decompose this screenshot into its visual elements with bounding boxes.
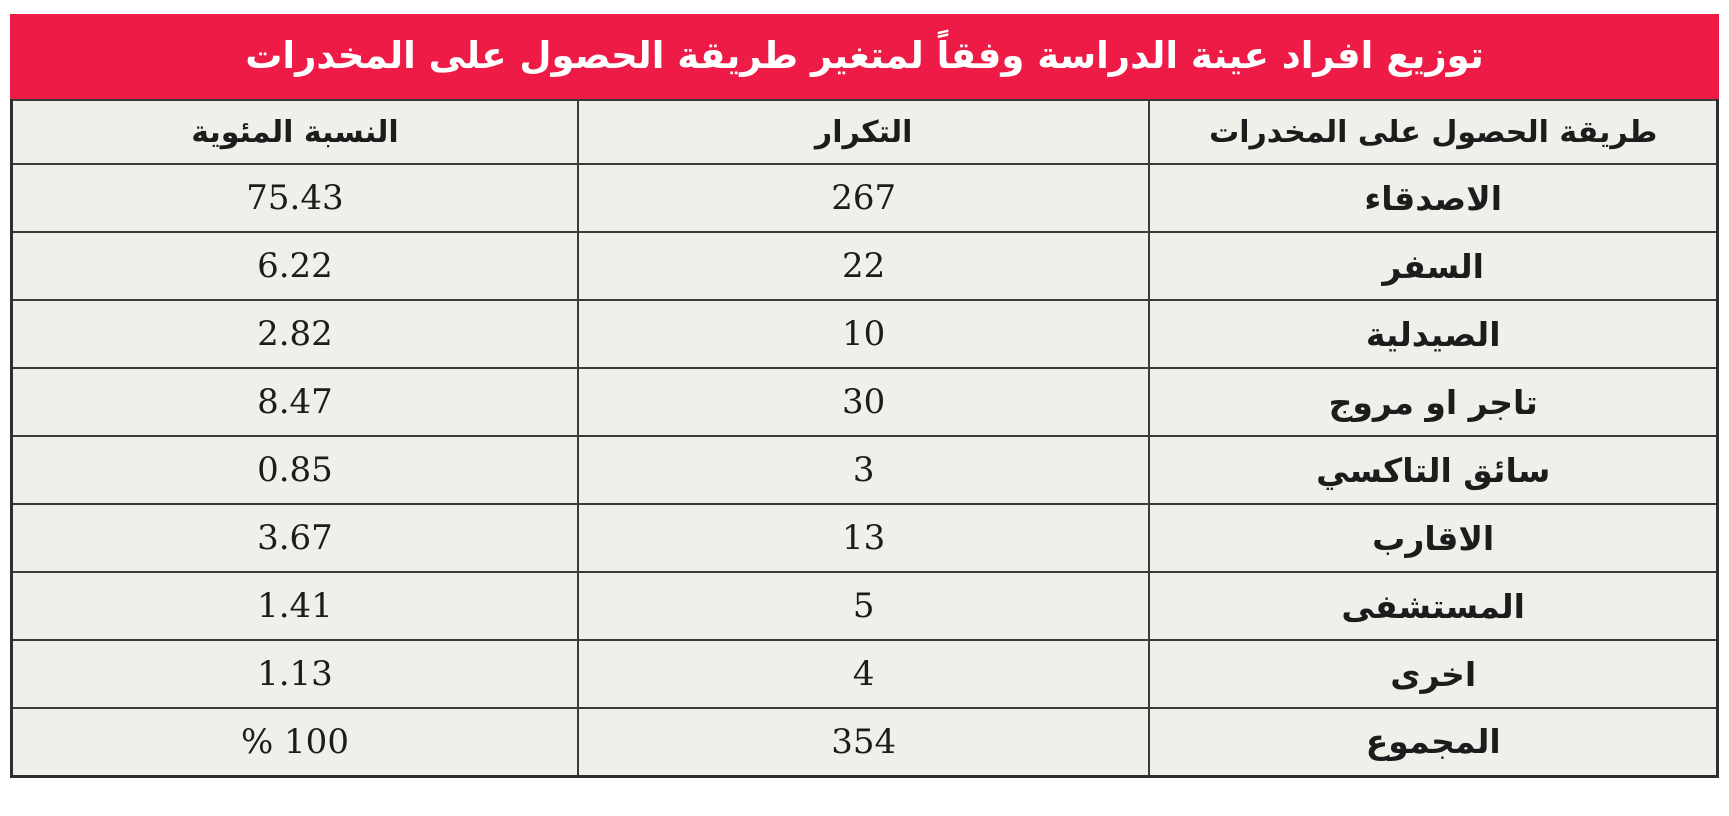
percentage-cell: 2.82 — [10, 299, 579, 369]
frequency-value: 13 — [842, 518, 886, 558]
table-row: تاجر او مروج 30 8.47 — [10, 367, 1719, 437]
table-row: السفر 22 6.22 — [10, 231, 1719, 301]
percentage-value: 8.47 — [257, 382, 333, 422]
method-cell: المجموع — [1148, 707, 1719, 777]
percentage-value: 1.41 — [257, 586, 333, 626]
table-title: توزيع افراد عينة الدراسة وفقاً لمتغير طر… — [245, 34, 1484, 78]
method-cell: سائق التاكسي — [1148, 435, 1719, 505]
percentage-column-header: النسبة المئوية — [10, 99, 579, 165]
method-cell: المستشفى — [1148, 571, 1719, 641]
distribution-table: طريقة الحصول على المخدرات التكرار النسبة… — [10, 99, 1719, 778]
table-row: الاصدقاء 267 75.43 — [10, 163, 1719, 233]
percentage-cell: 8.47 — [10, 367, 579, 437]
percentage-cell: % 100 — [10, 707, 579, 777]
method-cell: السفر — [1148, 231, 1719, 301]
table-row: الصيدلية 10 2.82 — [10, 299, 1719, 369]
percentage-cell: 6.22 — [10, 231, 579, 301]
percentage-cell: 75.43 — [10, 163, 579, 233]
method-cell: اخرى — [1148, 639, 1719, 709]
method-cell: تاجر او مروج — [1148, 367, 1719, 437]
frequency-value: 4 — [852, 654, 875, 694]
frequency-value: 267 — [831, 178, 897, 218]
frequency-value: 3 — [852, 450, 875, 490]
percentage-cell: 0.85 — [10, 435, 579, 505]
table-row: الاقارب 13 3.67 — [10, 503, 1719, 573]
percentage-value: 3.67 — [257, 518, 333, 558]
percentage-value: % 100 — [240, 721, 349, 762]
frequency-cell: 4 — [576, 639, 1151, 709]
percentage-cell: 3.67 — [10, 503, 579, 573]
method-column-header: طريقة الحصول على المخدرات — [1148, 99, 1719, 165]
percentage-value: 2.82 — [257, 314, 333, 354]
percentage-value: 1.13 — [257, 654, 333, 694]
method-cell: الاصدقاء — [1148, 163, 1719, 233]
percentage-value: 0.85 — [257, 450, 333, 490]
table-title-banner: توزيع افراد عينة الدراسة وفقاً لمتغير طر… — [10, 14, 1719, 99]
header-row: طريقة الحصول على المخدرات التكرار النسبة… — [10, 99, 1719, 165]
table-row-total: المجموع 354 % 100 — [10, 707, 1719, 777]
frequency-value: 22 — [842, 246, 886, 286]
frequency-cell: 5 — [576, 571, 1151, 641]
percentage-cell: 1.41 — [10, 571, 579, 641]
table-row: المستشفى 5 1.41 — [10, 571, 1719, 641]
frequency-cell: 3 — [576, 435, 1151, 505]
frequency-cell: 13 — [576, 503, 1151, 573]
frequency-value: 354 — [831, 721, 897, 762]
percentage-value: 75.43 — [246, 178, 344, 218]
frequency-cell: 267 — [576, 163, 1151, 233]
frequency-value: 30 — [842, 382, 886, 422]
frequency-cell: 22 — [576, 231, 1151, 301]
table-row: سائق التاكسي 3 0.85 — [10, 435, 1719, 505]
frequency-column-header: التكرار — [576, 99, 1151, 165]
method-cell: الصيدلية — [1148, 299, 1719, 369]
frequency-value: 5 — [852, 586, 875, 626]
percentage-cell: 1.13 — [10, 639, 579, 709]
table-row: اخرى 4 1.13 — [10, 639, 1719, 709]
method-cell: الاقارب — [1148, 503, 1719, 573]
frequency-cell: 354 — [576, 707, 1151, 777]
frequency-value: 10 — [842, 314, 886, 354]
frequency-cell: 30 — [576, 367, 1151, 437]
frequency-cell: 10 — [576, 299, 1151, 369]
percentage-value: 6.22 — [257, 246, 333, 286]
